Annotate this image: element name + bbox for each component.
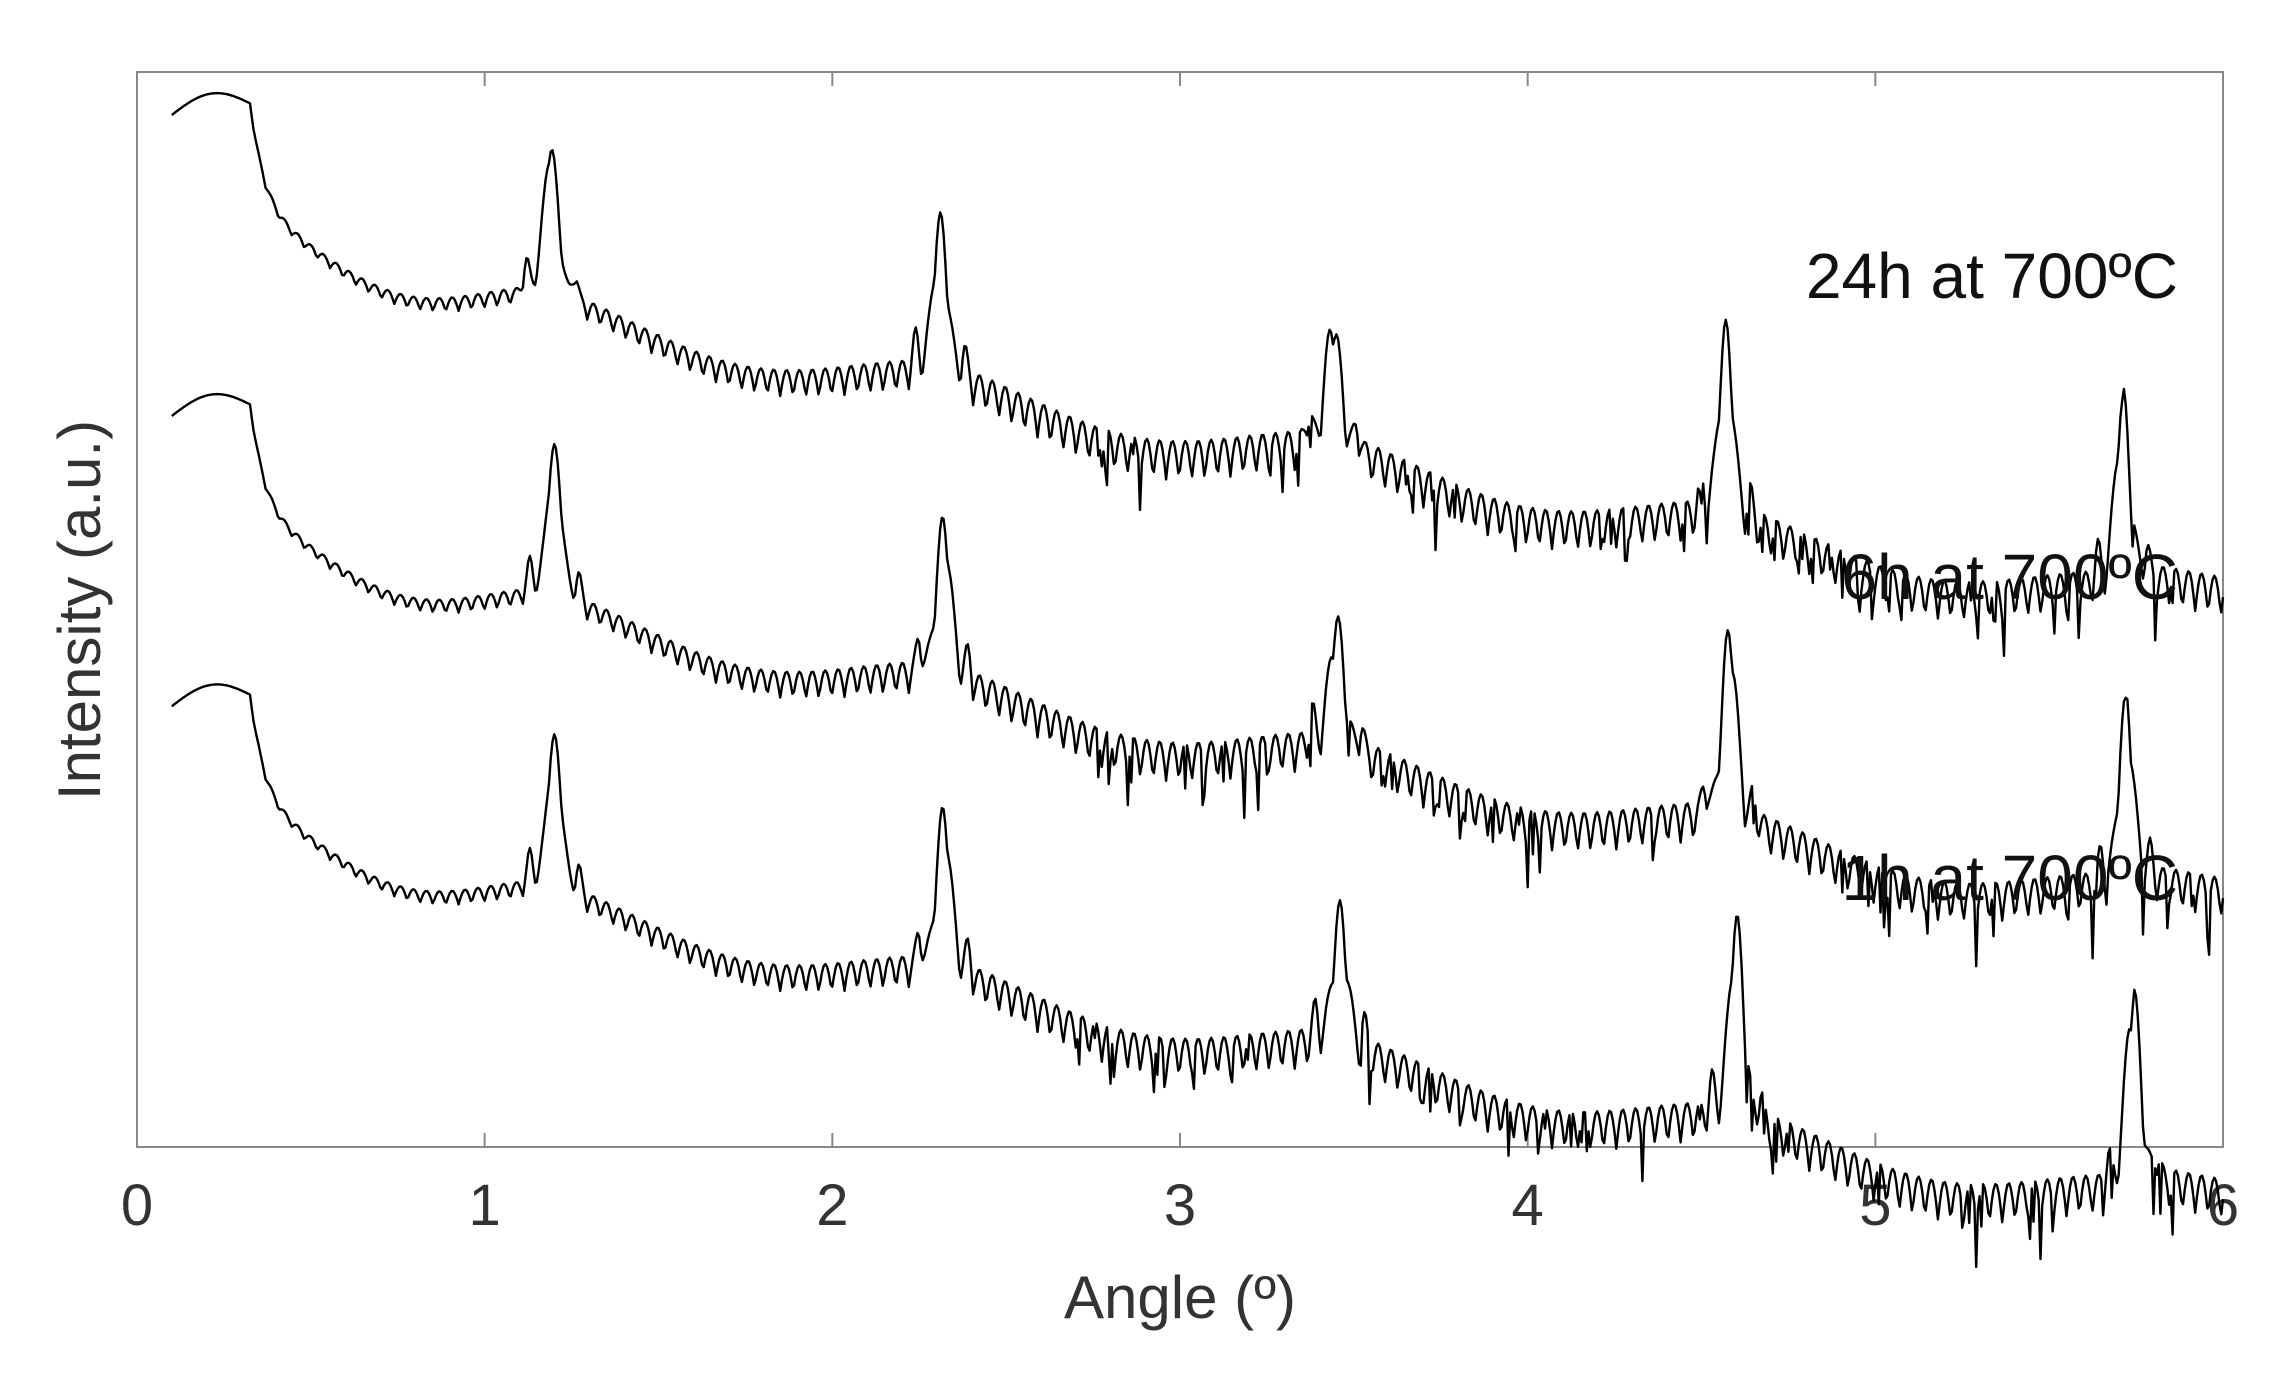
x-tick-label: 0 (121, 1173, 153, 1238)
series-label: 6h at 700ºC (1842, 541, 2179, 613)
series-label: 24h at 700ºC (1806, 240, 2178, 312)
y-axis-label: Intensity (a.u.) (46, 420, 113, 800)
x-tick-label: 1 (469, 1173, 501, 1238)
x-axis-label: Angle (º) (1064, 1264, 1296, 1331)
series-label: 1h at 700ºC (1842, 842, 2179, 914)
series-labels: 24h at 700ºC 6h at 700ºC 1h at 700ºC (1806, 240, 2178, 914)
x-tick-label: 3 (1164, 1173, 1196, 1238)
series-line (171, 683, 2225, 1268)
x-tick-label: 2 (816, 1173, 848, 1238)
series-group (171, 91, 2225, 1268)
series-line (171, 392, 2225, 968)
x-tick-label: 4 (1512, 1173, 1544, 1238)
series-line (171, 91, 2225, 657)
